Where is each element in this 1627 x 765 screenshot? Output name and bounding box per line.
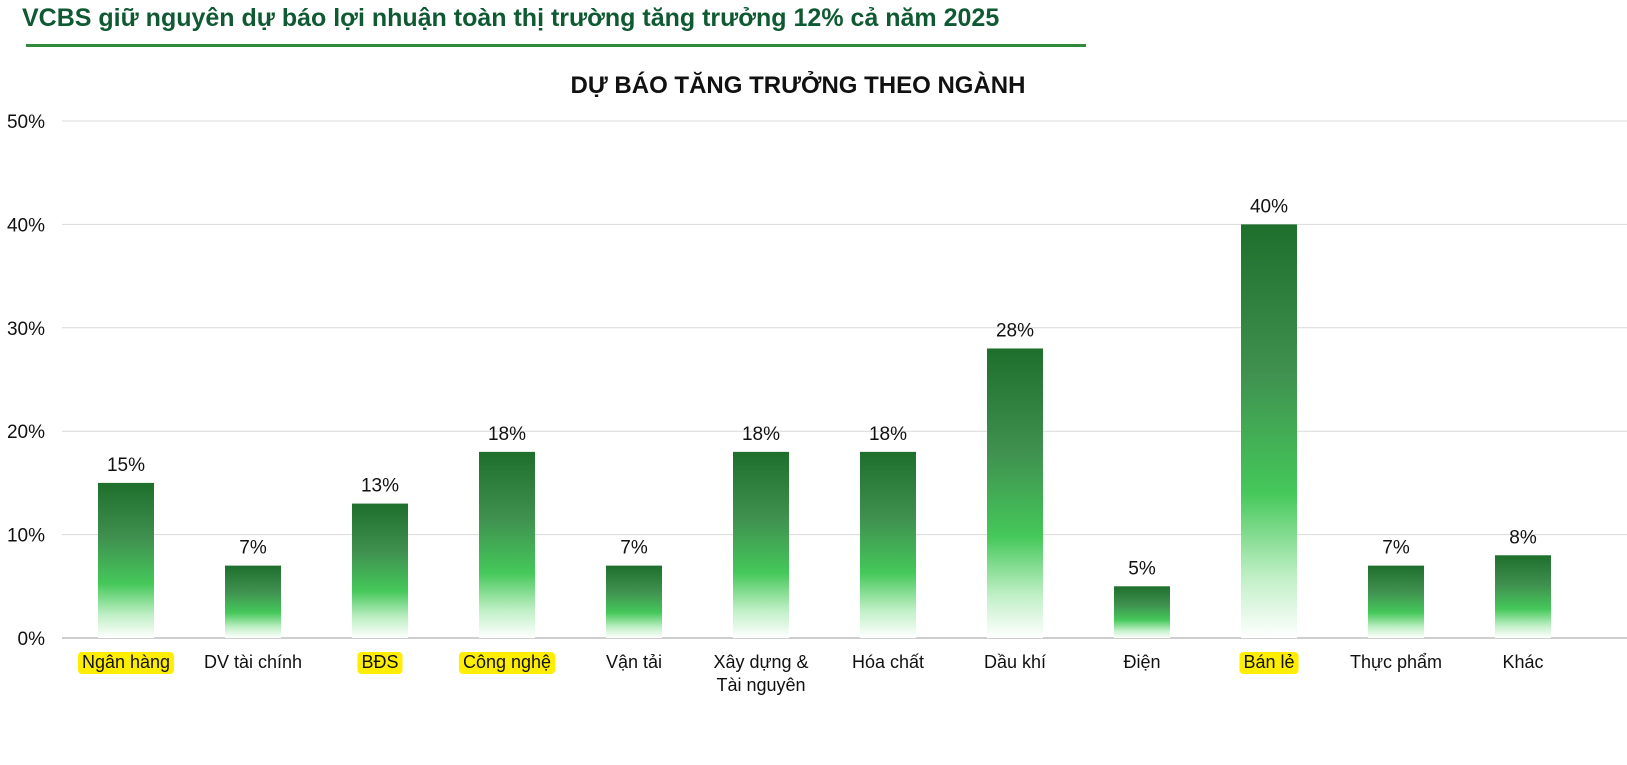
data-label: 7% — [620, 538, 648, 559]
category-label: Ngân hàng — [82, 652, 170, 672]
category-label: Xây dựng & — [713, 652, 808, 672]
data-label: 40% — [1250, 196, 1288, 217]
y-tick-label: 30% — [7, 319, 45, 340]
data-label: 28% — [996, 320, 1034, 341]
x-axis: Ngân hàng DV tài chính BĐS Công nghệ Vận tải… — [82, 652, 1544, 695]
data-label: 13% — [361, 476, 399, 497]
data-label: 5% — [1128, 558, 1156, 579]
bar — [1368, 565, 1424, 638]
data-label: 8% — [1509, 527, 1537, 548]
y-tick-label: 40% — [7, 215, 45, 236]
category-label: Dầu khí — [984, 652, 1046, 672]
bar — [860, 451, 916, 638]
bar — [987, 348, 1043, 638]
category-label: Điện — [1123, 652, 1160, 672]
headline-underline — [26, 44, 1086, 47]
data-label: 7% — [1382, 538, 1410, 559]
bar — [225, 565, 281, 638]
category-label: Thực phẩm — [1350, 652, 1442, 672]
headline: VCBS giữ nguyên dự báo lợi nhuận toàn th… — [22, 4, 1000, 32]
y-axis: 0% 10% 20% 30% 40% 50% — [7, 112, 45, 650]
y-tick-label: 0% — [18, 629, 46, 650]
category-label: DV tài chính — [204, 652, 302, 672]
highlight-marks — [77, 652, 1299, 674]
bar — [479, 451, 535, 638]
y-tick-label: 20% — [7, 422, 45, 443]
bars — [98, 224, 1551, 638]
data-label: 15% — [107, 455, 145, 476]
data-label: 18% — [742, 424, 780, 445]
data-label: 18% — [488, 424, 526, 445]
category-label: Bán lẻ — [1243, 652, 1294, 672]
highlight-mark — [458, 652, 556, 674]
highlight-mark — [77, 652, 175, 674]
chart-title: DỰ BÁO TĂNG TRƯỞNG THEO NGÀNH — [571, 70, 1026, 99]
data-label: 18% — [869, 424, 907, 445]
category-label: Tài nguyên — [716, 675, 805, 695]
bar — [352, 503, 408, 638]
data-label: 7% — [239, 538, 267, 559]
category-label: Hóa chất — [852, 652, 924, 672]
data-labels: 15% 7% 13% 18% 7% 18% 18% 28% 5% 40% 7% 8% — [107, 196, 1537, 579]
bar — [606, 565, 662, 638]
highlight-mark — [357, 652, 403, 674]
y-tick-label: 50% — [7, 112, 45, 133]
bar — [733, 451, 789, 638]
category-label: Công nghệ — [463, 652, 551, 672]
category-label: BĐS — [361, 652, 398, 672]
category-label: Khác — [1502, 652, 1543, 672]
bar — [1495, 555, 1551, 638]
category-label: Vận tải — [606, 652, 662, 672]
bar — [1241, 224, 1297, 638]
grid-lines — [62, 120, 1627, 639]
y-tick-label: 10% — [7, 526, 45, 547]
bar — [98, 482, 154, 638]
highlight-mark — [1239, 652, 1299, 674]
bar — [1114, 586, 1170, 638]
